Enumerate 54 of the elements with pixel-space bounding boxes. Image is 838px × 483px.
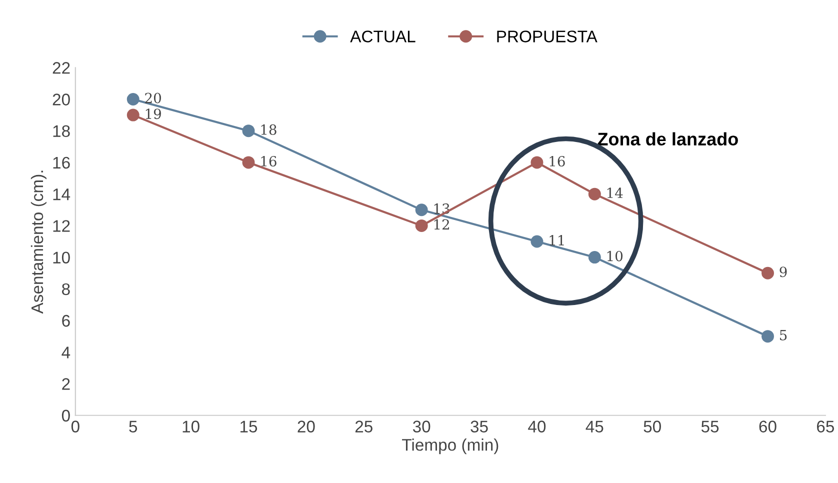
x-tick-label: 65 (817, 420, 834, 432)
x-tick-label: 0 (71, 420, 80, 432)
point (242, 156, 255, 169)
data-label: 11 (550, 235, 564, 246)
y-tick-label: 4 (62, 346, 70, 358)
y-axis-title: Asentamiento (cm). (30, 170, 46, 314)
x-axis-title: Tiempo (min) (402, 438, 498, 454)
point (415, 219, 428, 232)
y-tick-label: 12 (53, 220, 70, 232)
point (588, 188, 601, 200)
point (761, 266, 774, 280)
legend-label: PROPUESTA (497, 30, 598, 42)
data-label: 14 (607, 188, 623, 198)
annotation: Zona de lanzado (598, 132, 738, 146)
data-label: 9 (780, 266, 787, 278)
x-tick-label: 60 (759, 420, 776, 432)
point (530, 156, 544, 169)
data-label: 18 (261, 124, 276, 135)
point (126, 108, 140, 122)
point (242, 124, 255, 138)
y-tick-label: 18 (53, 125, 70, 138)
x-tick-label: 5 (129, 420, 138, 432)
x-tick-label: 40 (528, 420, 546, 432)
x-tick-label: 25 (355, 420, 372, 432)
point (415, 204, 428, 216)
data-label: 10 (607, 250, 623, 262)
y-tick-label: 20 (52, 94, 70, 106)
y-tick-label: 16 (53, 156, 70, 169)
data-label: 16 (261, 156, 276, 166)
data-label: 16 (550, 156, 565, 166)
y-tick-label: 10 (53, 252, 70, 264)
data-label: 12 (434, 219, 449, 230)
x-tick-label: 30 (412, 420, 430, 432)
data-label: 5 (780, 330, 787, 340)
x-tick-label: 45 (586, 420, 604, 432)
y-tick-label: 22 (52, 62, 70, 74)
x-tick-label: 15 (240, 420, 258, 432)
y-tick-label: 0 (62, 410, 70, 422)
point (126, 92, 140, 106)
legend-label: ACTUAL (350, 30, 416, 42)
x-tick-label: 10 (182, 420, 200, 432)
data-label: 19 (146, 108, 161, 120)
data-label: 20 (145, 92, 161, 104)
y-tick-label: 8 (62, 283, 70, 296)
y-tick-label: 14 (53, 188, 70, 200)
point (761, 330, 774, 343)
point (588, 251, 601, 264)
y-tick-label: 6 (62, 314, 70, 327)
y-tick-label: 2 (62, 378, 70, 390)
x-tick-label: 35 (470, 420, 488, 432)
point (530, 235, 544, 248)
x-tick-label: 50 (644, 420, 661, 432)
x-tick-label: 20 (298, 420, 315, 432)
x-tick-label: 55 (701, 420, 719, 432)
